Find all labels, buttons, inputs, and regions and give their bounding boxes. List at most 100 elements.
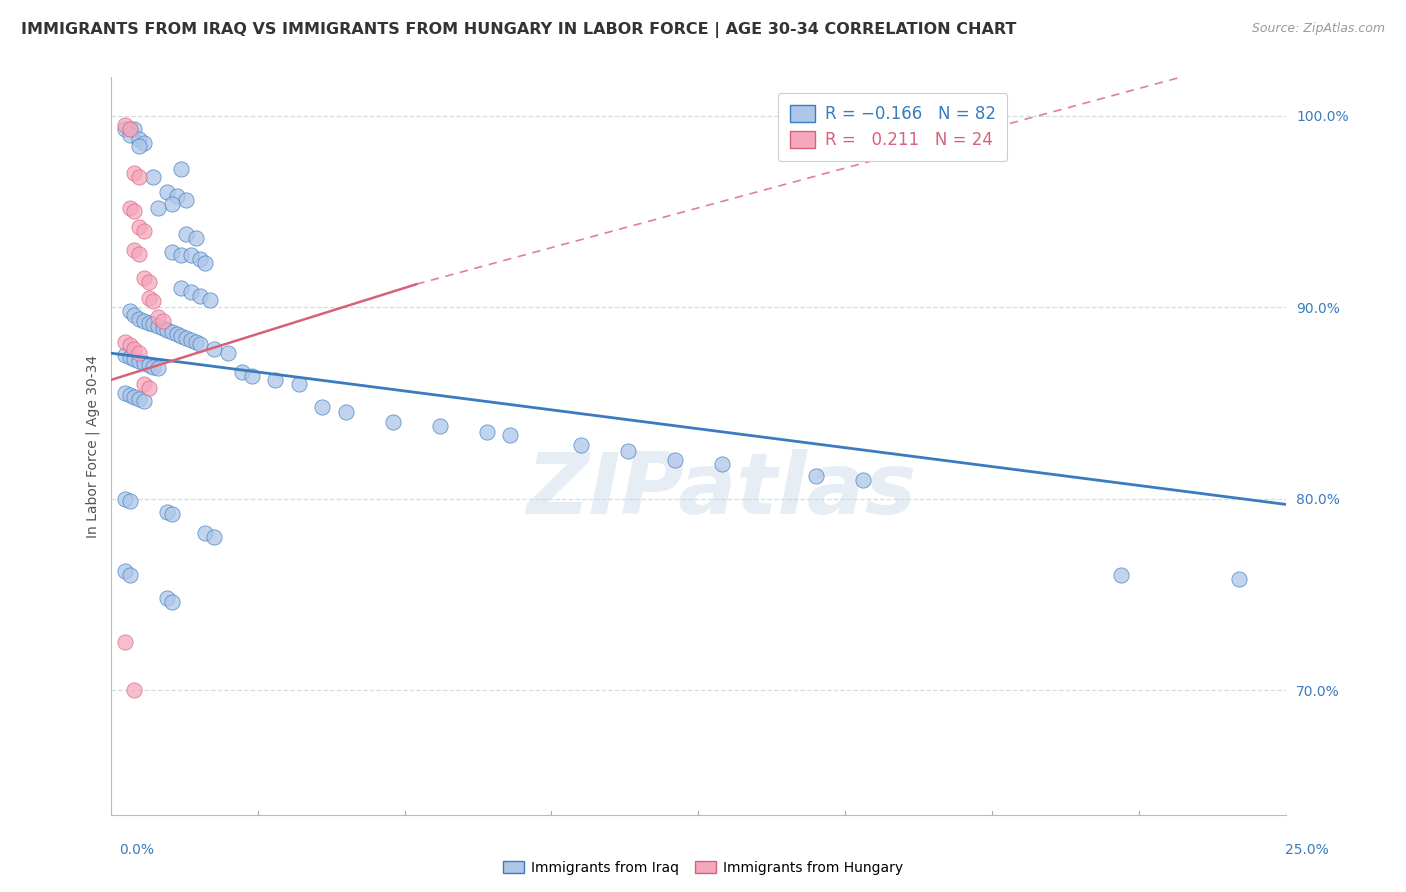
Legend: Immigrants from Iraq, Immigrants from Hungary: Immigrants from Iraq, Immigrants from Hu… [498,855,908,880]
Y-axis label: In Labor Force | Age 30-34: In Labor Force | Age 30-34 [86,354,100,538]
Point [128,246,150,260]
Point [264,373,287,387]
Point [160,595,183,609]
Point [114,491,136,506]
Point [170,281,193,295]
Point [114,348,136,362]
Point [188,252,211,267]
Point [132,136,155,150]
Text: 0.0%: 0.0% [120,843,155,857]
Point [118,122,141,136]
Point [138,291,160,305]
Point [124,343,146,357]
Point [132,313,155,327]
Point [146,361,169,376]
Point [128,311,150,326]
Point [710,457,733,471]
Point [118,122,141,136]
Point [114,122,136,136]
Point [184,231,207,245]
Point [146,310,169,324]
Point [170,162,193,177]
Point [174,193,197,207]
Point [288,376,311,391]
Point [180,248,202,262]
Point [132,271,155,285]
Point [1227,572,1250,586]
Point [381,415,404,429]
Text: 25.0%: 25.0% [1285,843,1329,857]
Point [198,293,221,307]
Point [138,275,160,289]
Point [194,256,217,270]
Point [429,418,451,433]
Point [118,350,141,364]
Point [184,334,207,349]
Point [124,204,146,219]
Point [132,224,155,238]
Point [138,358,160,372]
Point [156,323,179,337]
Point [188,336,211,351]
Point [852,473,875,487]
Point [118,304,141,318]
Point [202,530,225,544]
Point [124,166,146,180]
Point [152,313,174,327]
Point [124,243,146,257]
Point [160,244,183,259]
Point [118,201,141,215]
Point [142,169,165,184]
Point [146,201,169,215]
Text: IMMIGRANTS FROM IRAQ VS IMMIGRANTS FROM HUNGARY IN LABOR FORCE | AGE 30-34 CORRE: IMMIGRANTS FROM IRAQ VS IMMIGRANTS FROM … [21,22,1017,38]
Point [170,329,193,343]
Point [118,568,141,582]
Point [128,392,150,406]
Point [114,118,136,132]
Point [160,325,183,339]
Point [124,683,146,698]
Point [1111,568,1133,582]
Point [664,453,686,467]
Point [114,565,136,579]
Point [202,343,225,357]
Point [118,128,141,142]
Point [240,369,263,384]
Point [569,438,592,452]
Point [166,189,188,203]
Point [231,365,253,379]
Point [180,333,202,347]
Point [142,318,165,332]
Point [118,493,141,508]
Point [118,388,141,402]
Point [114,386,136,401]
Text: ZIPatlas: ZIPatlas [527,449,917,532]
Point [128,353,150,368]
Point [311,400,333,414]
Point [118,338,141,352]
Point [114,334,136,349]
Point [124,122,146,136]
Point [114,635,136,649]
Point [180,285,202,299]
Point [128,219,150,234]
Point [156,505,179,519]
Point [142,359,165,374]
Point [128,132,150,146]
Point [146,319,169,334]
Point [160,507,183,521]
Point [128,169,150,184]
Point [128,346,150,360]
Point [156,591,179,606]
Point [152,321,174,335]
Point [138,316,160,330]
Point [138,381,160,395]
Point [804,468,827,483]
Point [499,428,522,442]
Point [174,331,197,345]
Point [132,356,155,370]
Legend: R = −0.166   N = 82, R =   0.211   N = 24: R = −0.166 N = 82, R = 0.211 N = 24 [778,93,1007,161]
Point [475,425,498,439]
Point [166,326,188,341]
Point [217,346,239,360]
